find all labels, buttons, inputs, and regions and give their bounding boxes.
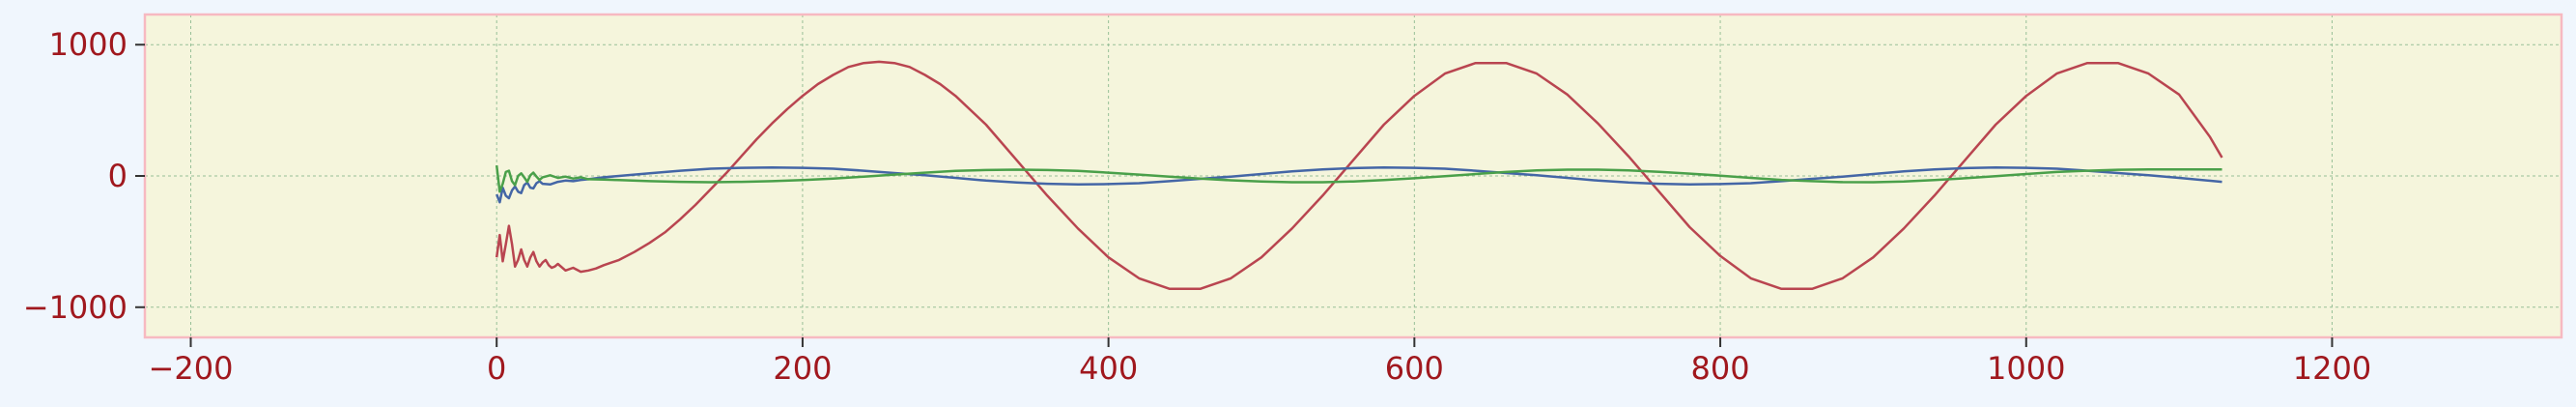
x-axis: −200 0 200 400 600 800 1000 1200 bbox=[149, 337, 2371, 387]
series-line-3 bbox=[495, 164, 2222, 193]
x-tick-label: 400 bbox=[1079, 350, 1138, 387]
y-tick-label: 0 bbox=[108, 158, 127, 194]
series-line-1 bbox=[495, 60, 2223, 291]
series-line-2 bbox=[495, 165, 2222, 204]
x-tick-label: 1000 bbox=[1987, 350, 2065, 387]
x-tick-label: 0 bbox=[487, 350, 506, 387]
y-tick-label: −1000 bbox=[23, 289, 127, 326]
x-tick-label: 1200 bbox=[2293, 350, 2371, 387]
x-tick-label: 600 bbox=[1385, 350, 1444, 387]
x-tick-label: −200 bbox=[149, 350, 234, 387]
y-axis: −1000 0 1000 bbox=[23, 26, 145, 326]
series-lines bbox=[495, 60, 2223, 291]
x-tick-label: 200 bbox=[773, 350, 832, 387]
x-tick-label: 800 bbox=[1691, 350, 1750, 387]
y-tick-label: 1000 bbox=[49, 26, 127, 63]
